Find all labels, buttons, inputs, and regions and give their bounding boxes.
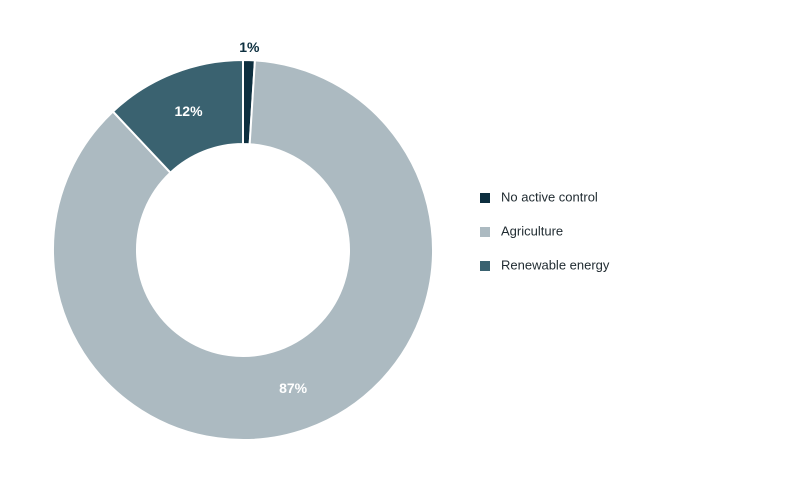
data-labels: 1% 87% 12% bbox=[175, 39, 308, 396]
slice-renewable-energy bbox=[111, 58, 244, 175]
legend-swatch-renewable-energy bbox=[480, 261, 490, 271]
legend-swatch-agriculture bbox=[480, 227, 490, 237]
legend-label-no-active-control: No active control bbox=[501, 189, 598, 204]
donut-slices bbox=[52, 58, 434, 441]
slice-agriculture bbox=[52, 59, 434, 441]
legend-swatch-no-active-control bbox=[480, 193, 490, 203]
legend: No active control Agriculture Renewable en… bbox=[480, 189, 610, 272]
legend-label-agriculture: Agriculture bbox=[501, 223, 563, 238]
data-label-no-active-control: 1% bbox=[239, 39, 260, 55]
legend-label-renewable-energy: Renewable energy bbox=[501, 257, 610, 272]
data-label-renewable-energy: 12% bbox=[175, 103, 204, 119]
data-label-agriculture: 87% bbox=[279, 380, 308, 396]
